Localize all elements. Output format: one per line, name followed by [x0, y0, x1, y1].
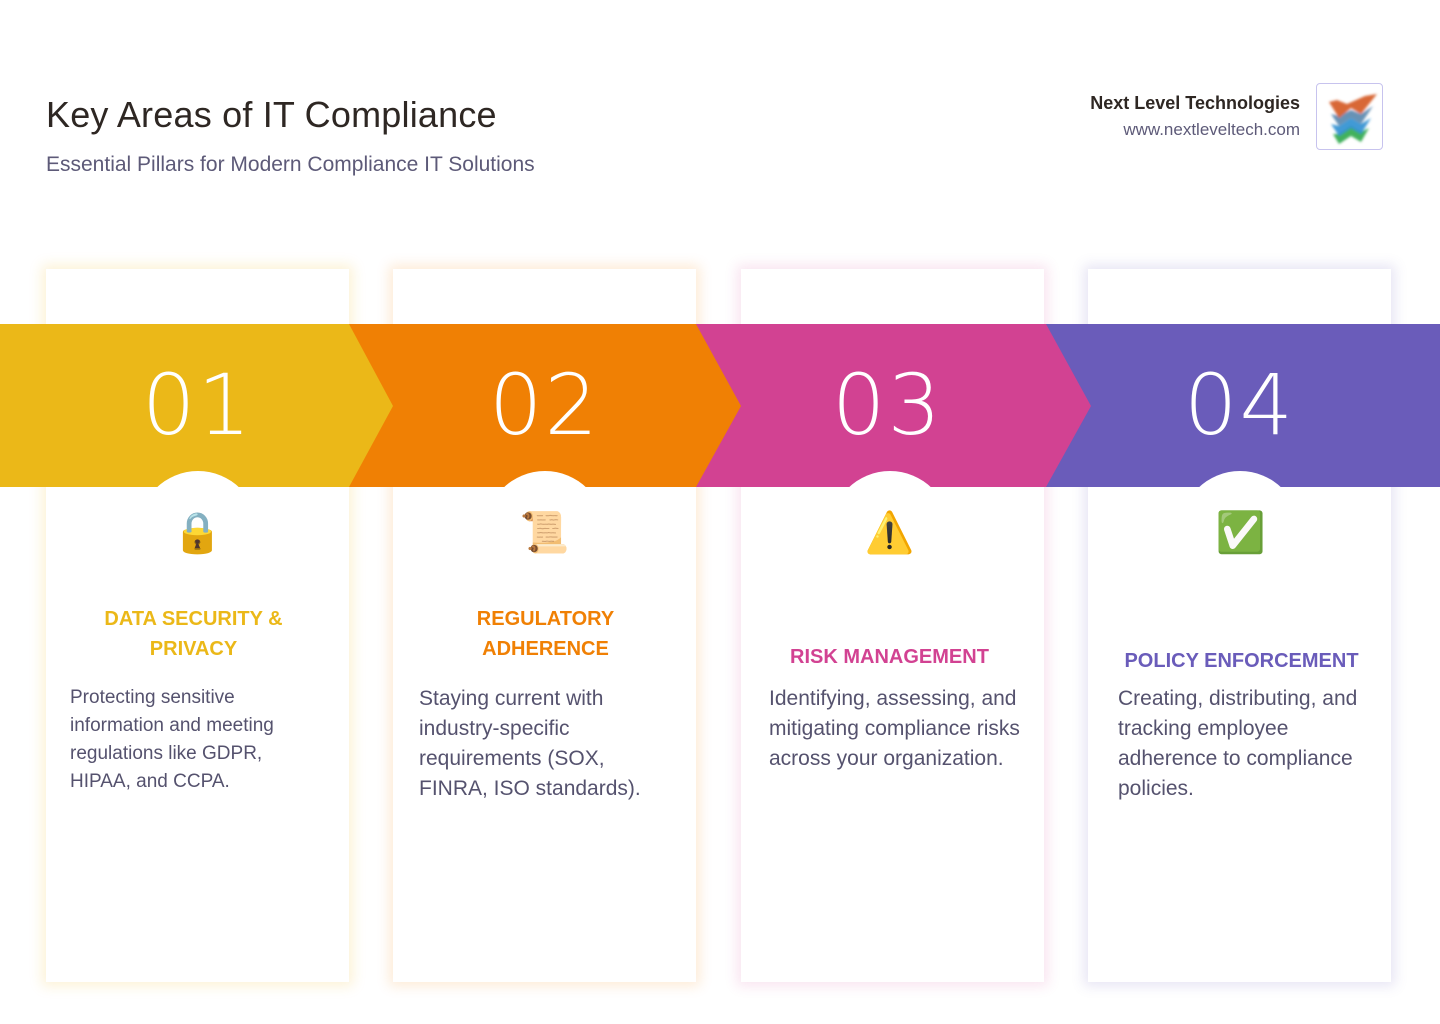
arrow-segment-1 — [0, 324, 393, 487]
arrow-segment-4 — [1046, 324, 1440, 487]
step-description-2: Staying current with industry-specific r… — [419, 687, 641, 800]
step-title-4: POLICY ENFORCEMENT — [1124, 650, 1359, 672]
brand-name: Next Level Technologies — [1090, 93, 1300, 113]
step-number-1: 01 — [142, 356, 253, 454]
icon-circle-3 — [830, 471, 950, 591]
step-title-3: RISK MANAGEMENT — [790, 646, 989, 668]
arrow-segment-2 — [349, 324, 741, 487]
step-title-1: DATA SECURITY & PRIVACY — [104, 608, 283, 660]
step-description-4: Creating, distributing, and tracking emp… — [1118, 687, 1358, 800]
brand-url[interactable]: www.nextleveltech.com — [1123, 120, 1300, 139]
page-title: Key Areas of IT Compliance — [46, 94, 497, 135]
brand-block: Next Level Technologies www.nextleveltec… — [1090, 92, 1300, 140]
icon-circle-1 — [138, 471, 258, 591]
scroll-icon: 📜 — [519, 511, 570, 555]
page-subtitle: Essential Pillars for Modern Compliance … — [46, 153, 535, 176]
icon-circle-4 — [1180, 471, 1300, 591]
step-description-1: Protecting sensitive information and mee… — [70, 687, 274, 792]
step-number-4: 04 — [1184, 356, 1295, 454]
brand-logo-icon — [1316, 83, 1383, 150]
check-mark-icon: ✅ — [1215, 511, 1266, 555]
process-arrow-band — [0, 324, 1440, 487]
icon-circle-2 — [485, 471, 605, 591]
step-number-2: 02 — [489, 356, 600, 454]
step-description-3: Identifying, assessing, and mitigating c… — [769, 687, 1020, 770]
arrow-segment-3 — [696, 324, 1091, 487]
lock-icon: 🔒 — [172, 511, 223, 555]
step-title-2: REGULATORY ADHERENCE — [476, 608, 615, 660]
step-number-3: 03 — [832, 356, 943, 454]
warning-icon: ⚠️ — [864, 511, 915, 555]
